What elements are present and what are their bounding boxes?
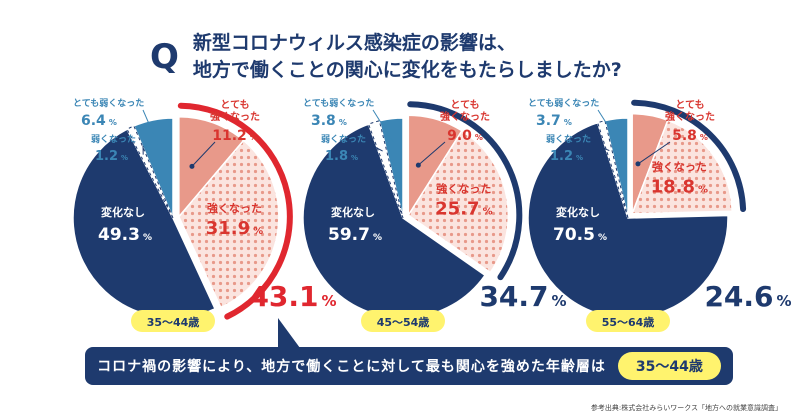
slice-very-weak-1 [132,117,174,219]
value-combined-3: 24.6% [704,280,791,313]
label-weak-2: 弱くなった [321,134,366,145]
leader-dot-very-strong-2 [415,162,421,168]
slice-strong-2 [407,129,510,274]
callout-pointer [278,318,300,348]
value-weak-1: 1.2% [95,149,128,164]
value-no-change-1: 49.3% [98,225,152,245]
conclusion-answer: 35〜44歳 [617,352,721,380]
label-no-change-1: 変化なし [101,205,145,219]
value-weak-2: 1.8% [325,149,358,164]
leader-very-strong-3 [637,141,671,165]
leader-very-weak-1 [142,109,159,145]
conclusion-bar: コロナ禍の影響により、地方で働くことに対して最も関心を強めた年齢層は 35〜44… [85,347,733,385]
slice-weak-outline-1 [126,125,174,219]
age-label-2: 45〜54歳 [377,315,430,329]
label-very-weak-1: とても弱くなった [73,98,144,109]
leader-weak-3 [597,145,610,152]
question-title: Q 新型コロナウィルス感染症の影響は、 地方で働くことの関心に変化をもたらしまし… [150,30,622,84]
label-very-strong-2-3: 強くなった [665,110,715,123]
combined-strong-arc-1 [177,102,293,320]
label-no-change-3: 変化なし [556,205,600,219]
leader-dot-very-strong-1 [189,163,195,169]
slice-no-change-2 [302,123,487,319]
leader-very-strong-2 [418,141,446,166]
title-line-2: 地方で働くことの関心に変化をもたらしましたか? [192,59,622,81]
label-very-weak-2: とても弱くなった [303,98,374,109]
label-strong-3: 強くなった [652,160,707,174]
leader-very-strong-1 [191,141,216,167]
label-very-strong-1-3: とても [675,99,704,111]
leader-weak-2 [372,145,383,152]
label-weak-1: 弱くなった [91,134,136,145]
value-very-strong-2: 9.0% [447,128,483,144]
source-note: 参考出典:株式会社みらいワークス「地方への就業意識調査」 [590,404,782,412]
label-very-strong-1-2: とても [450,99,479,111]
q-mark: Q [150,37,179,77]
value-combined-2: 34.7% [479,280,566,313]
leader-very-weak-2 [372,109,395,144]
combined-strong-arc-3 [631,99,747,212]
title-line-1: 新型コロナウィルス感染症の影響は、 [192,32,516,54]
value-no-change-3: 70.5% [553,225,607,245]
combined-strong-arc-2 [407,101,523,281]
slice-very-strong-1 [178,115,245,219]
value-no-change-2: 59.7% [328,225,382,245]
slice-strong-1 [177,139,280,309]
value-very-weak-3: 3.7% [536,113,572,129]
value-very-strong-1: 11.2% [212,128,258,144]
label-strong-2: 強くなった [436,182,491,196]
title-lines: 新型コロナウィルス感染症の影響は、 地方で働くことの関心に変化をもたらしましたか… [193,30,622,84]
label-very-strong-1-1: とても [220,99,249,111]
value-very-strong-3: 5.8% [672,128,708,144]
label-weak-3: 弱くなった [546,134,591,145]
value-weak-3: 1.2% [550,149,583,164]
age-label-3: 55〜64歳 [602,315,655,329]
conclusion-text: コロナ禍の影響により、地方で働くことに対して最も関心を強めた年齢層は [97,359,606,375]
value-strong-1: 31.9% [206,218,263,239]
value-very-weak-1: 6.4% [81,113,117,129]
age-pill-2 [361,310,445,332]
label-strong-1: 強くなった [207,201,262,215]
age-pill-3 [586,310,670,332]
value-strong-3: 18.8% [651,177,708,198]
age-pill-1 [131,310,215,332]
value-very-weak-2: 3.8% [311,113,347,129]
label-no-change-2: 変化なし [331,205,375,219]
value-strong-2: 25.7% [435,199,492,220]
leader-dot-very-strong-3 [635,161,641,167]
label-very-weak-3: とても弱くなった [528,98,599,109]
slice-strong-3 [631,119,733,215]
slice-no-change-3 [527,121,729,319]
slice-weak-outline-3 [597,120,629,219]
age-label-1: 35〜44歳 [147,315,200,329]
label-very-strong-2-1: 強くなった [210,110,260,123]
label-very-strong-2-2: 強くなった [440,110,490,123]
leader-very-weak-3 [597,109,620,144]
value-combined-1: 43.1% [249,280,336,313]
